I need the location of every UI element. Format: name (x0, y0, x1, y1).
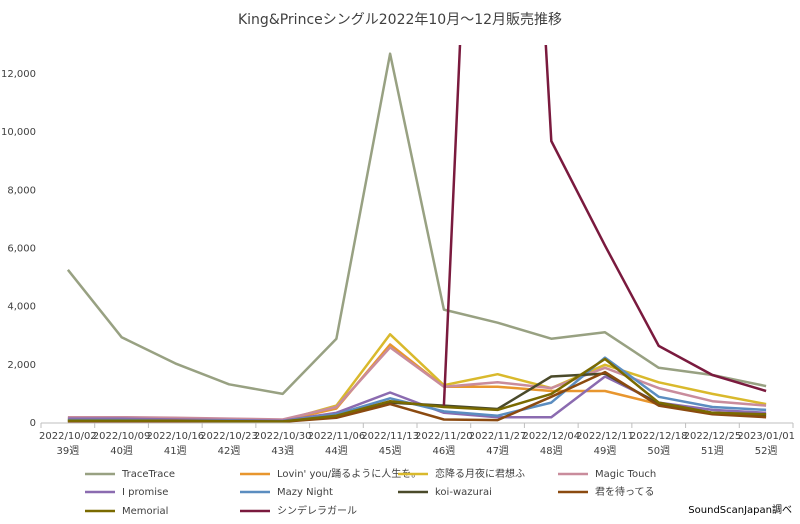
x-week-label: 41週 (164, 445, 187, 457)
x-tick-label: 2022/12/18 (630, 431, 688, 442)
y-tick-label: 10,000 (1, 127, 36, 138)
legend-label: Mazy Night (277, 487, 333, 498)
x-week-label: 47週 (486, 445, 509, 457)
legend-label: 恋降る月夜に君想ふ (435, 467, 525, 480)
x-tick-label: 2022/11/06 (308, 431, 366, 442)
series-line (66, 52, 767, 396)
x-week-label: 50週 (647, 445, 670, 457)
x-week-label: 48週 (540, 445, 563, 457)
x-week-label: 40週 (110, 445, 133, 457)
plot-area (66, 45, 767, 424)
legend-label: I promise (122, 487, 168, 498)
x-tick-label: 2022/10/30 (254, 431, 312, 442)
x-week-label: 42週 (218, 445, 241, 457)
x-tick-label: 2022/10/16 (146, 431, 204, 442)
y-tick-label: 8,000 (7, 185, 36, 196)
legend-label: シンデレラガール (277, 504, 357, 517)
y-tick-label: 12,000 (1, 69, 36, 80)
x-week-label: 51週 (701, 445, 724, 457)
x-tick-label: 2023/01/01 (737, 431, 795, 442)
x-tick-label: 2022/11/13 (361, 431, 419, 442)
x-week-label: 39週 (56, 445, 79, 457)
x-tick-label: 2022/10/09 (93, 431, 151, 442)
x-week-label: 45週 (379, 445, 402, 457)
series-line (442, 45, 767, 406)
x-tick-label: 2022/11/20 (415, 431, 473, 442)
legend-label: koi-wazurai (435, 487, 492, 498)
x-week-label: 43週 (271, 445, 294, 457)
series-line (67, 346, 767, 421)
x-week-label: 46週 (432, 445, 455, 457)
series-line (67, 357, 767, 423)
legend-label: 君を待ってる (595, 485, 655, 498)
x-tick-label: 2022/12/25 (684, 431, 742, 442)
y-tick-label: 2,000 (7, 360, 36, 371)
x-week-label: 44週 (325, 445, 348, 457)
x-tick-label: 2022/12/11 (576, 431, 634, 442)
chart-title: King&Princeシングル2022年10月～12月販売推移 (238, 12, 562, 28)
x-week-label: 49週 (594, 445, 617, 457)
y-tick-label: 4,000 (7, 302, 36, 313)
legend-label: Lovin' you/踊るように人生を。 (277, 467, 421, 480)
y-tick-label: 6,000 (7, 244, 36, 255)
legend-label: Memorial (122, 506, 168, 517)
x-week-label: 52週 (755, 445, 778, 457)
x-tick-label: 2022/11/27 (469, 431, 527, 442)
y-tick-label: 0 (30, 418, 36, 429)
x-tick-label: 2022/10/23 (200, 431, 258, 442)
source-note: SoundScanJapan調べ (688, 503, 792, 516)
legend-label: Magic Touch (595, 469, 656, 480)
x-tick-label: 2022/12/04 (522, 431, 580, 442)
x-tick-label: 2022/10/02 (39, 431, 97, 442)
legend-label: TraceTrace (121, 469, 175, 480)
